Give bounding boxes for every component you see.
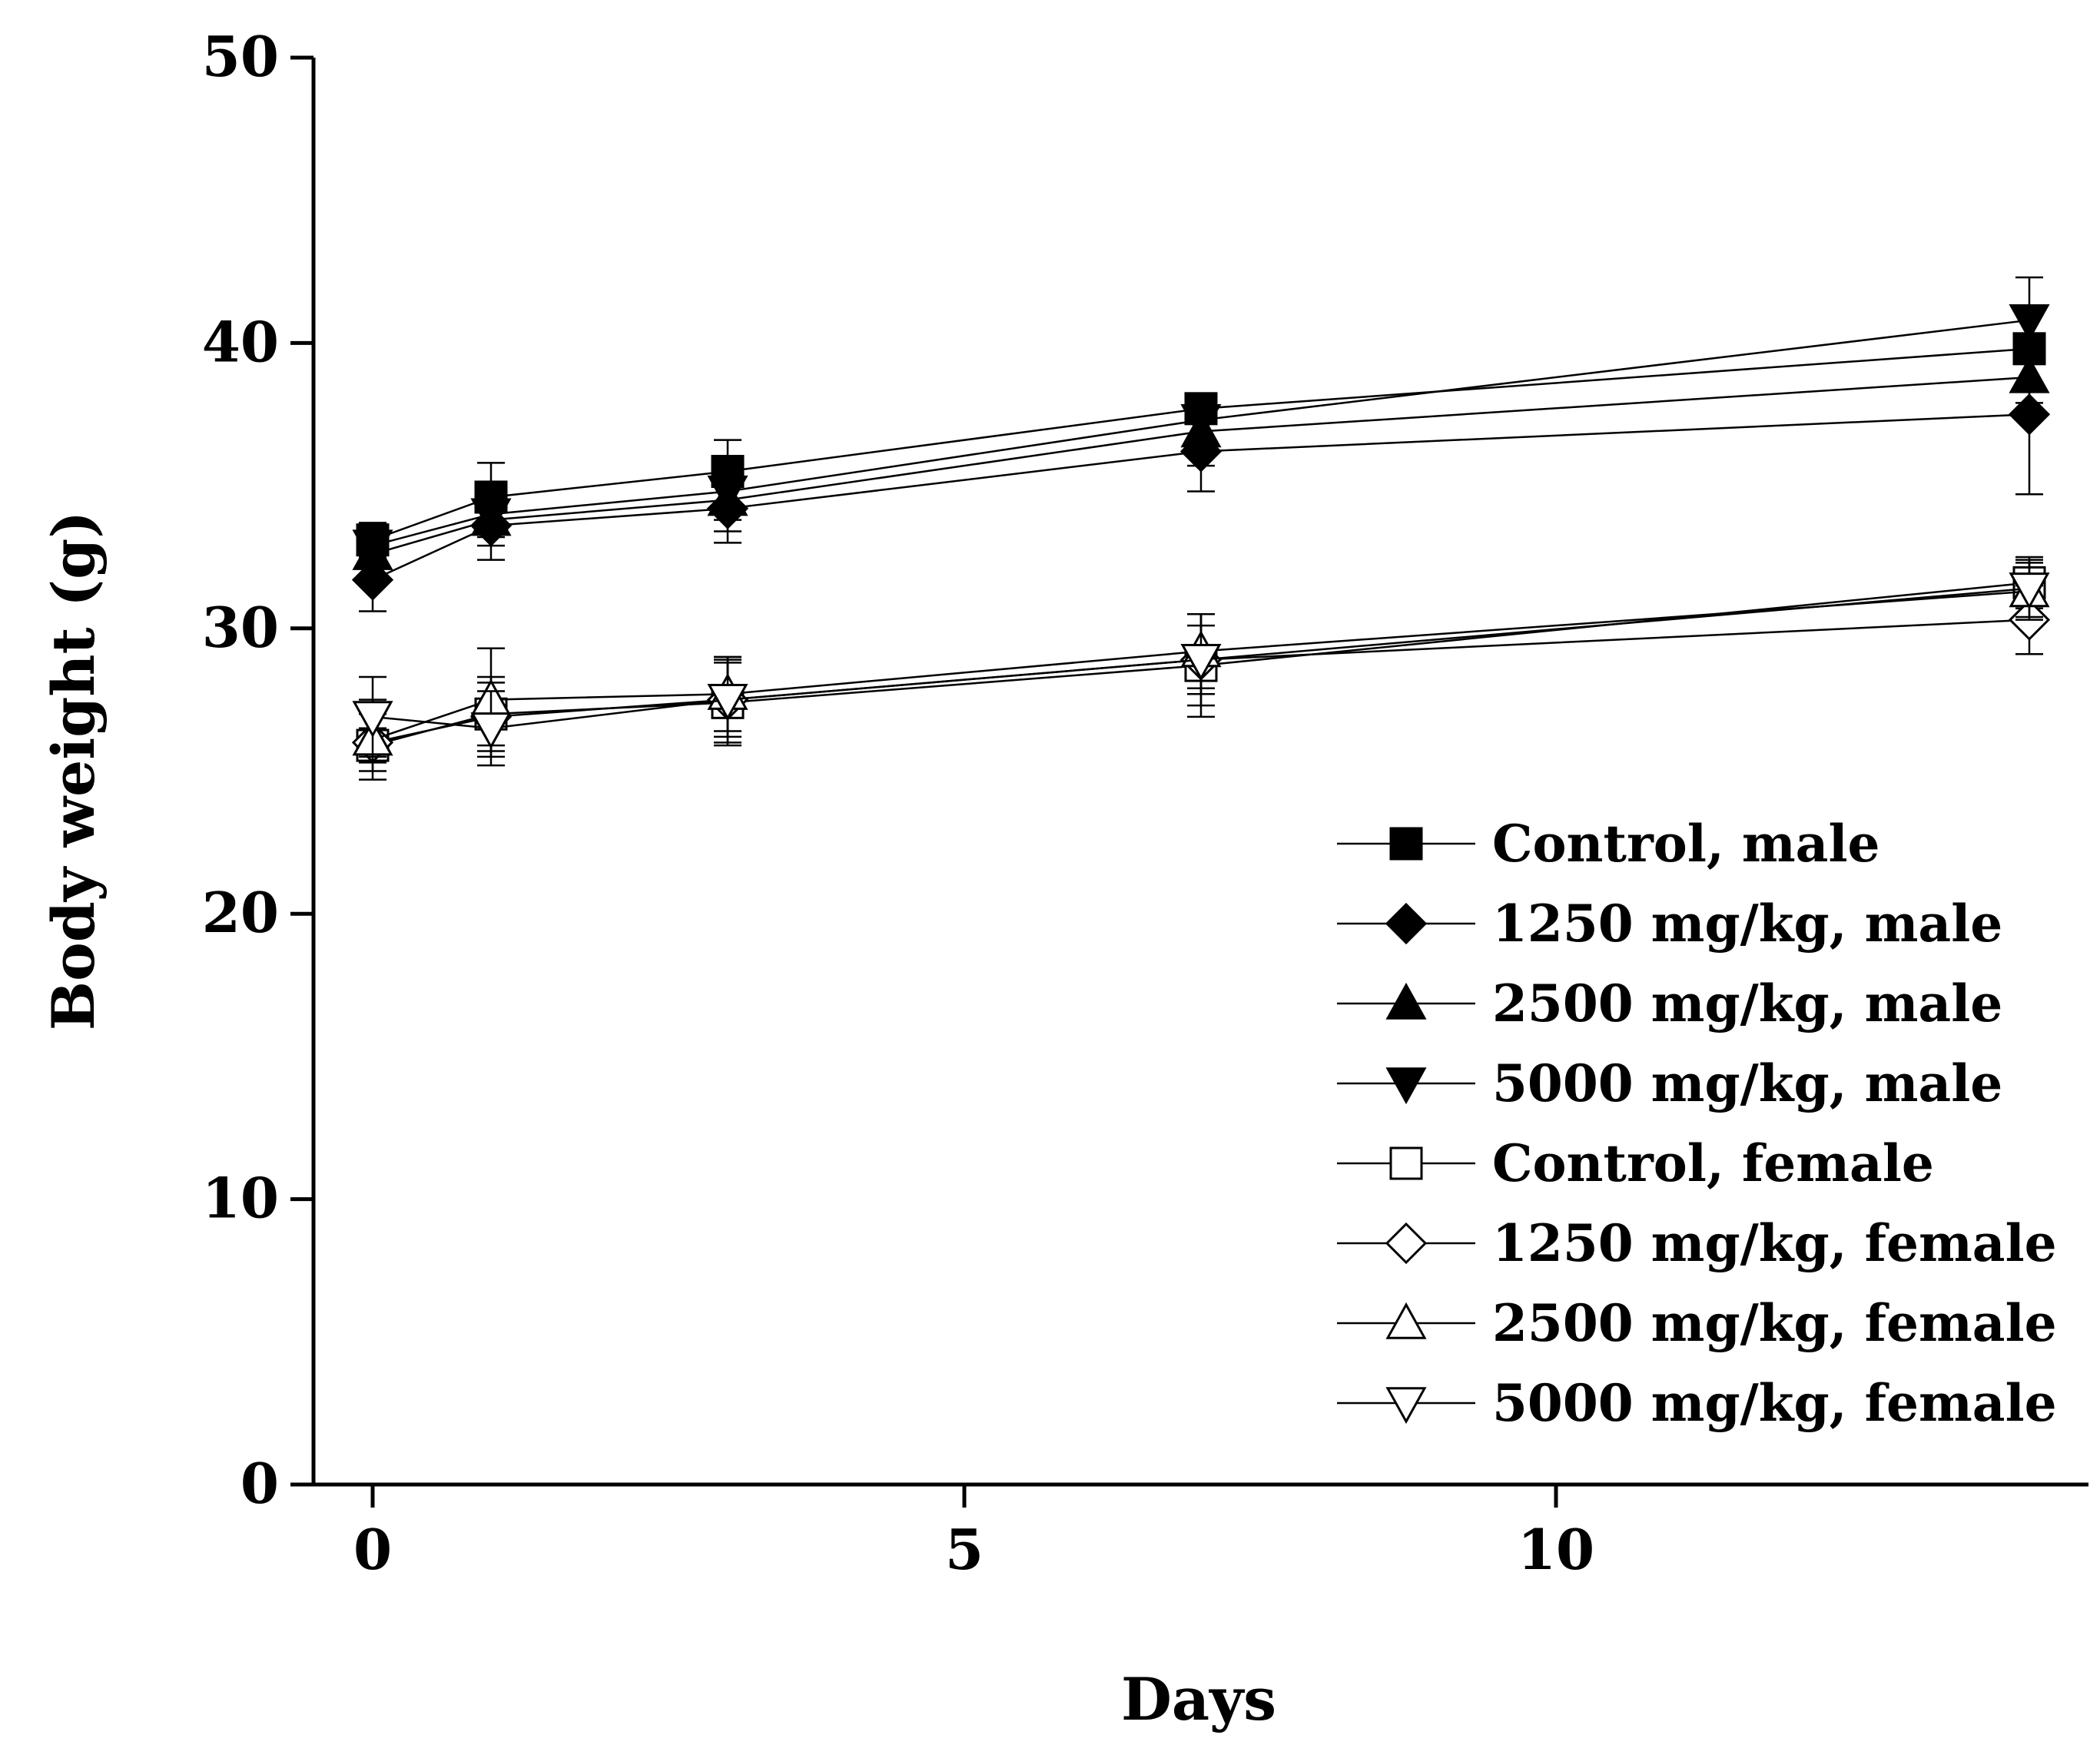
legend-marker <box>1385 982 1427 1020</box>
data-point <box>352 701 393 738</box>
y-tick-label: 20 <box>202 880 279 945</box>
legend-item-5000-mg-kg-male: 5000 mg/kg, male <box>1337 1053 2002 1113</box>
axis-ticks: 0 10 20 30 40 50 0 5 10 <box>202 24 1594 1582</box>
data-point <box>1180 643 1222 681</box>
x-tick-label: 10 <box>1518 1517 1594 1582</box>
series-2500-mg-kg-male <box>352 350 2050 579</box>
legend-marker <box>1385 902 1428 945</box>
legend-label: 5000 mg/kg, male <box>1492 1053 2002 1113</box>
legend-label: 1250 mg/kg, female <box>1492 1213 2057 1273</box>
legend-item-control-male: Control, male <box>1337 814 1880 874</box>
legend-marker <box>1385 1387 1427 1425</box>
legend-label: 2500 mg/kg, male <box>1492 974 2002 1033</box>
y-tick-label: 40 <box>202 309 279 374</box>
series-5000-mg-kg-female <box>352 559 2050 767</box>
legend-label: 2500 mg/kg, female <box>1492 1293 2057 1353</box>
y-tick-label: 0 <box>241 1451 279 1516</box>
y-tick-label: 50 <box>202 24 279 89</box>
legend-label: Control, female <box>1492 1133 1934 1193</box>
legend-label: Control, male <box>1492 814 1880 874</box>
legend-item-control-female: Control, female <box>1337 1133 1934 1193</box>
data-point <box>707 475 748 513</box>
legend-marker <box>1389 1146 1423 1180</box>
legend-marker <box>1385 1067 1427 1105</box>
data-point <box>1180 403 1222 441</box>
data-point <box>470 498 512 536</box>
data-point <box>2009 304 2050 341</box>
legend-item-1250-mg-kg-female: 1250 mg/kg, female <box>1337 1213 2057 1273</box>
series-5000-mg-kg-male <box>352 276 2050 567</box>
legend-label: 5000 mg/kg, female <box>1492 1373 2057 1433</box>
legend-marker <box>1385 1222 1428 1265</box>
data-point <box>351 559 394 601</box>
y-tick-label: 10 <box>202 1166 279 1231</box>
legend-marker <box>1385 1302 1427 1339</box>
legend: Control, male 1250 mg/kg, male 2500 mg/kg,… <box>1337 814 2057 1433</box>
x-tick-label: 0 <box>353 1517 392 1582</box>
legend-item-1250-mg-kg-male: 1250 mg/kg, male <box>1337 894 2002 954</box>
series-1250-mg-kg-male <box>351 333 2051 612</box>
x-tick-label: 5 <box>945 1517 984 1582</box>
plot-axes <box>311 58 2088 1487</box>
data-point <box>2008 393 2051 436</box>
y-tick-label: 30 <box>202 595 279 660</box>
y-axis-title: Body weight (g) <box>39 511 108 1030</box>
x-axis-title: Days <box>1121 1665 1276 1733</box>
data-point <box>470 712 512 749</box>
series-layer <box>351 276 2051 781</box>
data-point <box>2009 572 2050 609</box>
legend-marker <box>1389 827 1423 861</box>
data-point <box>707 683 748 721</box>
data-point <box>2009 356 2050 393</box>
data-point <box>352 529 393 567</box>
legend-item-2500-mg-kg-female: 2500 mg/kg, female <box>1337 1293 2057 1353</box>
legend-item-2500-mg-kg-male: 2500 mg/kg, male <box>1337 974 2002 1033</box>
legend-label: 1250 mg/kg, male <box>1492 894 2002 954</box>
legend-item-5000-mg-kg-female: 5000 mg/kg, female <box>1337 1373 2057 1433</box>
